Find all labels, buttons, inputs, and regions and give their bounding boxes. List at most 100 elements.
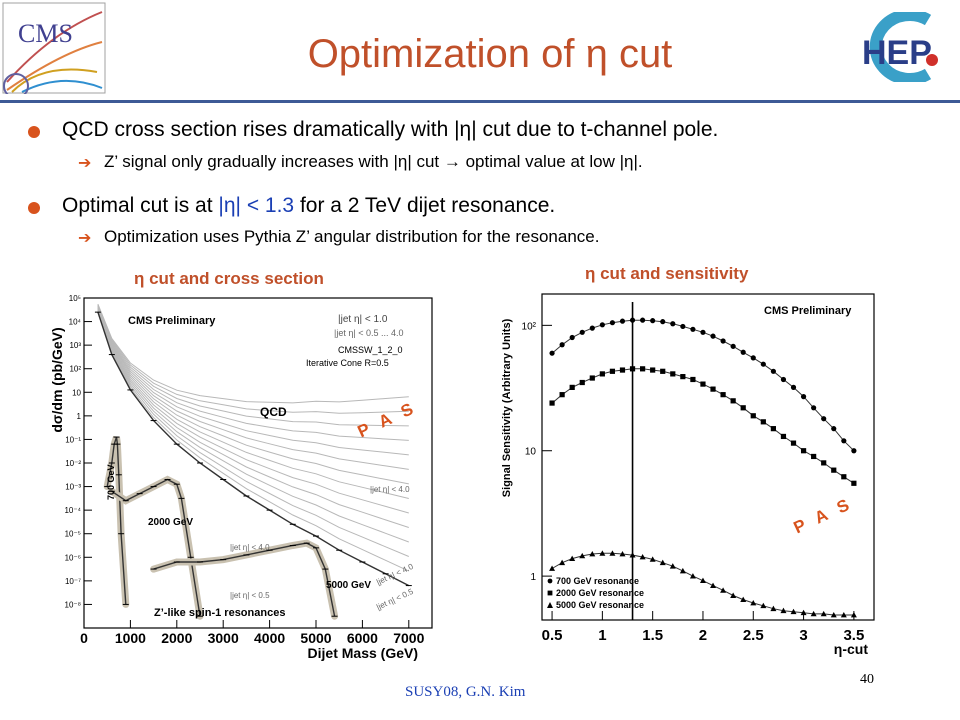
data-point <box>629 317 636 323</box>
data-point <box>790 384 797 390</box>
qcd-eta-curve <box>97 307 409 485</box>
y-tick-label: 10⁴ <box>69 318 82 327</box>
chart-header: CMS Preliminary <box>764 305 852 317</box>
x-tick-label: 6000 <box>347 630 378 646</box>
data-point <box>690 326 696 332</box>
data-point <box>760 602 767 609</box>
x-tick-label: 2000 <box>161 630 192 646</box>
data-point <box>770 605 777 612</box>
annotation: Iterative Cone R=0.5 <box>306 358 389 368</box>
arrow-right-icon: ➔ <box>78 230 92 247</box>
data-point <box>650 318 656 324</box>
data-point <box>831 426 837 432</box>
data-point <box>569 555 576 561</box>
annotation: |jet η| < 4.0 <box>370 485 410 494</box>
qcd-eta-curve <box>97 308 409 514</box>
data-point <box>649 556 656 562</box>
data-point <box>699 577 706 584</box>
data-point <box>740 349 746 355</box>
bullet-2-text-c: for a 2 TeV dijet resonance. <box>294 194 556 217</box>
data-point <box>780 376 787 383</box>
data-point <box>790 440 797 446</box>
bullet-2: Optimal cut is at |η| < 1.3 for a 2 TeV … <box>28 194 556 218</box>
cms-logo-text: CMS <box>18 19 73 48</box>
legend-marker <box>547 578 553 584</box>
y-tick-label: 10² <box>522 321 537 332</box>
data-point <box>831 467 837 473</box>
bullet-1: QCD cross section rises dramatically wit… <box>28 118 719 142</box>
arrow-right-icon: ➔ <box>78 155 92 172</box>
y-tick-label: 10⁻⁶ <box>65 553 81 562</box>
y-tick-label: 10⁻⁸ <box>65 600 82 609</box>
data-point <box>569 384 575 390</box>
bullet-1-text: QCD cross section rises dramatically wit… <box>62 118 719 141</box>
x-tick-label: 1 <box>598 627 606 644</box>
data-point <box>650 367 656 373</box>
annotation: 2000 GeV <box>148 517 193 528</box>
right-chart-title: η cut and sensitivity <box>585 264 749 283</box>
qcd-eta-curve <box>97 309 409 528</box>
x-axis-label: Dijet Mass (GeV) <box>308 645 418 661</box>
data-point <box>770 368 776 374</box>
annotation: Z’-like spin-1 resonances <box>154 607 285 619</box>
data-point <box>609 550 616 556</box>
data-point <box>780 607 787 614</box>
annotation: |jet η| < 0.5 <box>230 591 270 600</box>
data-point <box>700 381 706 387</box>
legend-entry: 2000 GeV resonance <box>556 588 644 598</box>
data-point <box>851 480 857 486</box>
legend-marker <box>547 590 553 596</box>
y-tick-label: 1 <box>77 412 82 421</box>
data-point <box>800 394 807 400</box>
data-point <box>760 361 766 367</box>
x-tick-label: 3000 <box>208 630 239 646</box>
data-point <box>720 392 726 398</box>
x-tick-label: 7000 <box>393 630 424 646</box>
right-chart-bg <box>494 288 902 664</box>
data-point <box>720 338 726 344</box>
data-point <box>659 559 666 566</box>
data-point <box>840 611 847 618</box>
sensitivity-chart: 0.5 1 1.5 2 2.5 3 3.5 1 10 10² η-cut Signal Sensiti… <box>494 288 902 664</box>
data-point <box>639 554 646 560</box>
cross-section-chart: 0 1000 2000 3000 4000 5000 6000 7000 10⁵ 10⁴ 10³ 10… <box>48 290 440 670</box>
data-point <box>609 320 616 326</box>
qcd-eta-curve <box>97 310 409 543</box>
data-point <box>760 419 766 425</box>
data-point <box>811 405 817 411</box>
data-point <box>780 433 787 440</box>
sub-bullet-1: ➔ Z’ signal only gradually increases wit… <box>78 152 643 172</box>
data-point <box>710 333 716 339</box>
legend-entry: |jet η| < 1.0 <box>338 314 388 325</box>
x-tick-label: 0.5 <box>542 627 563 644</box>
qcd-eta-curve <box>97 303 409 404</box>
data-point <box>750 413 756 419</box>
data-point <box>820 610 827 617</box>
data-point <box>669 563 676 569</box>
legend-entry: 700 GeV resonance <box>556 576 639 586</box>
slide-title: Optimization of η cut <box>307 32 673 76</box>
data-point <box>720 587 727 593</box>
data-point <box>629 552 636 558</box>
data-point <box>579 552 586 559</box>
data-point <box>609 368 616 374</box>
data-point <box>670 321 676 327</box>
qcd-eta-curve <box>97 306 409 456</box>
x-tick-label: 2.5 <box>743 627 764 644</box>
data-point <box>750 355 756 361</box>
data-point <box>619 318 626 324</box>
data-point <box>830 611 837 618</box>
annotation: CMSSW_1_2_0 <box>338 345 403 355</box>
data-point <box>660 368 666 374</box>
data-point <box>821 416 827 422</box>
data-point <box>690 376 696 383</box>
data-point <box>559 559 566 566</box>
data-point <box>689 573 696 579</box>
data-point <box>680 374 686 380</box>
data-point <box>559 392 565 398</box>
data-point <box>710 386 716 392</box>
qcd-eta-curve <box>97 307 409 470</box>
legend-entry: |jet η| < 0.5 ... 4.0 <box>334 328 403 338</box>
data-point <box>619 367 626 373</box>
data-point <box>800 448 807 454</box>
